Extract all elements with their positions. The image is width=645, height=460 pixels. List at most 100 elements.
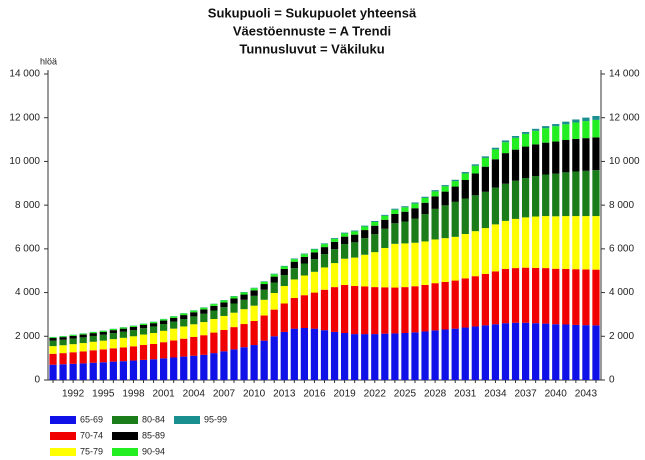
bar-segment xyxy=(170,328,178,341)
legend-label: 70-74 xyxy=(80,430,103,440)
bar-segment xyxy=(572,324,580,380)
bar-segment xyxy=(592,137,600,171)
bar-segment xyxy=(441,281,449,330)
bar-segment xyxy=(501,153,510,184)
bar-segment xyxy=(330,263,339,288)
bar-segment xyxy=(200,307,208,310)
y-tick-label-right: 6 000 xyxy=(609,243,634,254)
legend-swatch xyxy=(50,416,76,424)
bar-segment xyxy=(511,322,520,380)
bar-segment xyxy=(320,244,329,248)
bar-segment xyxy=(371,221,379,222)
y-tick-label: 12 000 xyxy=(9,112,40,123)
bar-segment xyxy=(592,115,600,120)
bar-segment xyxy=(371,334,379,380)
bar-segment xyxy=(119,328,128,332)
bar-segment xyxy=(300,254,309,257)
bar-segment xyxy=(451,179,459,182)
bar-segment xyxy=(572,171,580,217)
bar-segment xyxy=(180,313,188,316)
y-tick-label: 2 000 xyxy=(15,331,40,342)
bar-segment xyxy=(240,294,248,300)
x-tick-label: 2037 xyxy=(514,389,537,400)
bar-segment xyxy=(260,340,268,380)
bar-segment xyxy=(160,358,168,380)
bar-segment xyxy=(481,156,489,158)
bar-segment xyxy=(391,287,399,334)
y-tick-label-right: 14 000 xyxy=(609,69,640,80)
y-tick-label: 4 000 xyxy=(15,287,40,298)
x-tick-label: 1998 xyxy=(122,389,145,400)
bar-segment xyxy=(381,214,389,216)
bar-segment xyxy=(461,180,469,199)
chart-title: Sukupuoli = Sukupuolet yhteensä xyxy=(208,5,417,20)
bar-segment xyxy=(381,228,389,248)
bar-segment xyxy=(421,284,429,332)
bar-segment xyxy=(310,248,319,250)
bar-segment xyxy=(471,276,479,327)
bar-segment xyxy=(391,213,399,224)
bar-segment xyxy=(210,305,218,311)
y-tick-label: 0 xyxy=(34,375,40,386)
bar-segment xyxy=(501,140,510,143)
bar-segment xyxy=(310,328,319,380)
bar-segment xyxy=(300,263,309,276)
bar-segment xyxy=(340,284,349,334)
bar-segment xyxy=(572,216,580,270)
x-tick-label: 2034 xyxy=(484,389,507,400)
bar-segment xyxy=(119,361,128,380)
bar-segment xyxy=(592,325,600,380)
y-tick-label: 10 000 xyxy=(9,156,40,167)
bar-segment xyxy=(552,126,560,142)
bar-segment xyxy=(320,330,329,380)
bar-segment xyxy=(592,216,600,270)
bar-segment xyxy=(411,286,419,333)
bar-segment xyxy=(481,166,489,192)
bar-segment xyxy=(411,208,419,219)
bar-segment xyxy=(280,265,288,267)
chart-title: Väestöennuste = A Trendi xyxy=(233,23,391,38)
x-tick-label: 1995 xyxy=(92,389,115,400)
bar-segment xyxy=(511,137,520,150)
x-tick-label: 2013 xyxy=(273,389,296,400)
bar-segment xyxy=(59,345,67,354)
bar-segment xyxy=(351,230,359,232)
legend-swatch xyxy=(174,416,200,424)
x-tick-label: 2022 xyxy=(364,389,387,400)
bar-segment xyxy=(180,338,188,357)
bar-segment xyxy=(592,269,600,326)
bar-segment xyxy=(582,138,590,171)
bar-segment xyxy=(99,331,107,335)
bar-segment xyxy=(401,221,409,244)
bar-segment xyxy=(552,324,560,380)
x-tick-label: 2004 xyxy=(183,389,206,400)
bar-segment xyxy=(320,267,329,290)
bar-segment xyxy=(391,333,399,380)
bar-segment xyxy=(542,216,550,269)
legend-swatch xyxy=(112,416,138,424)
bar-segment xyxy=(361,225,369,227)
x-tick-label: 2043 xyxy=(575,389,598,400)
bar-segment xyxy=(270,276,278,283)
bar-segment xyxy=(501,268,510,324)
bar-segment xyxy=(511,135,520,138)
bar-segment xyxy=(220,315,228,330)
bar-segment xyxy=(542,128,550,143)
bar-segment xyxy=(149,333,158,344)
bar-segment xyxy=(49,353,57,365)
bar-segment xyxy=(340,244,349,259)
bar-segment xyxy=(401,333,409,380)
bar-segment xyxy=(542,268,550,324)
bar-segment xyxy=(129,325,138,327)
bar-segment xyxy=(260,284,268,290)
bar-segment xyxy=(300,256,309,264)
bar-segment xyxy=(59,353,67,365)
bar-segment xyxy=(532,144,540,177)
x-tick-label: 2025 xyxy=(394,389,417,400)
bar-segment xyxy=(180,326,188,339)
bar-segment xyxy=(79,363,87,380)
bar-segment xyxy=(129,346,138,361)
bar-segment xyxy=(431,208,439,240)
bar-segment xyxy=(49,338,57,341)
bar-segment xyxy=(421,241,429,285)
